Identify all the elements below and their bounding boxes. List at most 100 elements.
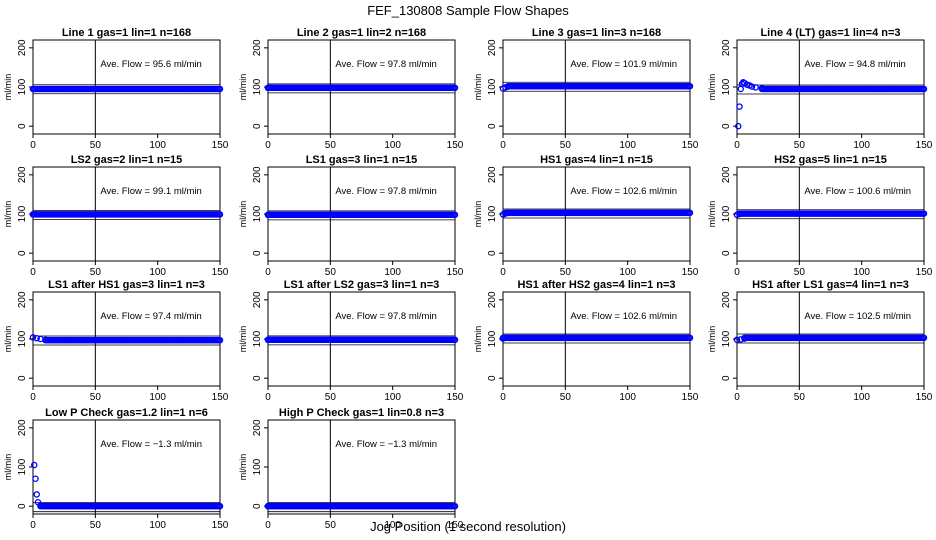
x-tick-label: 150 (212, 267, 229, 278)
y-tick-label: 100 (487, 78, 498, 95)
flow-panel: Line 1 gas=1 lin=1 n=168 0 50 100 150 0 100 200… (3, 27, 229, 151)
data-point (33, 491, 40, 498)
y-tick-label: 0 (721, 250, 732, 256)
y-tick-label: 100 (17, 458, 28, 475)
average-flow-annotation: Ave. Flow = 101.9 ml/min (570, 59, 677, 70)
flow-panel: LS2 gas=2 lin=1 n=15 0 50 100 150 0 100 200 ml/m… (3, 154, 229, 278)
data-point (686, 209, 694, 217)
plot-frame (32, 419, 221, 515)
data-point (733, 336, 741, 344)
x-tick-label: 0 (30, 520, 36, 531)
y-axis-label: ml/min (473, 326, 483, 353)
y-tick-label: 100 (487, 330, 498, 347)
y-tick-label: 100 (252, 458, 263, 475)
x-tick-label: 0 (734, 392, 740, 403)
data-point (736, 103, 743, 110)
x-tick-label: 150 (212, 392, 229, 403)
x-tick-label: 100 (384, 140, 401, 151)
y-axis-label: ml/min (473, 201, 483, 228)
x-tick-label: 0 (734, 140, 740, 151)
x-tick-label: 100 (384, 392, 401, 403)
data-point (920, 85, 928, 93)
y-axis-label: ml/min (238, 454, 248, 481)
y-tick-label: 200 (252, 291, 263, 308)
panel-title: LS2 gas=2 lin=1 n=15 (71, 154, 183, 166)
x-tick-label: 100 (384, 520, 401, 531)
plot-frame (267, 419, 456, 515)
y-tick-label: 0 (487, 123, 498, 129)
y-tick-label: 200 (17, 39, 28, 56)
y-tick-label: 100 (721, 330, 732, 347)
average-flow-annotation: Ave. Flow = 102.5 ml/min (804, 311, 911, 322)
flow-panel: Line 4 (LT) gas=1 lin=4 n=3 0 50 100 150 0 100… (707, 27, 933, 151)
average-flow-annotation: Ave. Flow = 97.8 ml/min (335, 186, 436, 197)
average-flow-annotation: Ave. Flow = 100.6 ml/min (804, 186, 911, 197)
data-point (920, 210, 928, 217)
panel-title: HS2 gas=5 lin=1 n=15 (774, 154, 887, 166)
x-tick-label: 0 (30, 392, 36, 403)
x-tick-label: 100 (619, 140, 636, 151)
y-tick-label: 100 (17, 205, 28, 222)
average-flow-annotation: Ave. Flow = −1.3 ml/min (335, 439, 437, 450)
x-tick-label: 100 (619, 267, 636, 278)
flow-panel: Line 3 gas=1 lin=3 n=168 0 50 100 150 0 100 200… (473, 27, 699, 151)
average-flow-annotation: Ave. Flow = 97.4 ml/min (100, 311, 201, 322)
x-tick-label: 50 (90, 140, 102, 151)
y-tick-label: 200 (17, 419, 28, 436)
x-tick-label: 50 (794, 392, 806, 403)
data-point (216, 502, 224, 510)
y-tick-label: 0 (252, 250, 263, 256)
x-tick-label: 100 (853, 267, 870, 278)
y-tick-label: 0 (17, 250, 28, 256)
figure-title: FEF_130808 Sample Flow Shapes (367, 3, 569, 18)
x-tick-label: 150 (447, 392, 464, 403)
data-point (32, 475, 39, 482)
y-axis-label: ml/min (3, 326, 13, 353)
data-point (920, 334, 928, 342)
x-tick-label: 150 (212, 520, 229, 531)
x-tick-label: 0 (265, 267, 271, 278)
x-tick-label: 0 (265, 392, 271, 403)
x-tick-label: 100 (149, 267, 166, 278)
x-tick-label: 150 (682, 392, 699, 403)
x-tick-label: 150 (916, 140, 933, 151)
panel-title: High P Check gas=1 lin=0.8 n=3 (279, 407, 444, 419)
flow-panel: Line 2 gas=1 lin=2 n=168 0 50 100 150 0 100 200… (238, 27, 464, 151)
data-point (451, 84, 459, 92)
x-tick-label: 50 (794, 140, 806, 151)
x-tick-label: 50 (794, 267, 806, 278)
y-axis-label: ml/min (238, 326, 248, 353)
y-tick-label: 100 (721, 205, 732, 222)
y-tick-label: 200 (721, 166, 732, 183)
y-tick-label: 200 (487, 291, 498, 308)
data-point (737, 85, 744, 93)
data-point (216, 336, 224, 344)
data-point (451, 211, 459, 219)
figure-x-axis-label: Jog Position (1 second resolution) (370, 519, 566, 534)
y-tick-label: 100 (487, 205, 498, 222)
x-tick-label: 0 (500, 392, 506, 403)
y-tick-label: 200 (487, 166, 498, 183)
y-tick-label: 100 (252, 78, 263, 95)
panel-title: LS1 after HS1 gas=3 lin=1 n=3 (48, 279, 205, 291)
flow-panel: High P Check gas=1 lin=0.8 n=3 0 50 100 150 0… (238, 407, 464, 531)
x-tick-label: 150 (447, 520, 464, 531)
y-axis-label: ml/min (238, 74, 248, 101)
flow-panel: HS2 gas=5 lin=1 n=15 0 50 100 150 0 100 200 ml/m… (707, 154, 933, 278)
x-tick-label: 50 (325, 520, 337, 531)
y-tick-label: 100 (721, 78, 732, 95)
y-tick-label: 100 (252, 330, 263, 347)
y-axis-label: ml/min (707, 326, 717, 353)
x-tick-label: 150 (447, 267, 464, 278)
panel-title: Line 2 gas=1 lin=2 n=168 (297, 27, 426, 39)
y-axis-label: ml/min (707, 201, 717, 228)
y-tick-label: 200 (721, 39, 732, 56)
flow-panel: HS1 after LS1 gas=4 lin=1 n=3 0 50 100 150 0 1… (707, 279, 933, 403)
x-tick-label: 100 (853, 392, 870, 403)
y-tick-label: 200 (252, 419, 263, 436)
x-tick-label: 150 (447, 140, 464, 151)
y-axis-label: ml/min (707, 74, 717, 101)
y-axis-label: ml/min (238, 201, 248, 228)
y-axis-label: ml/min (3, 74, 13, 101)
